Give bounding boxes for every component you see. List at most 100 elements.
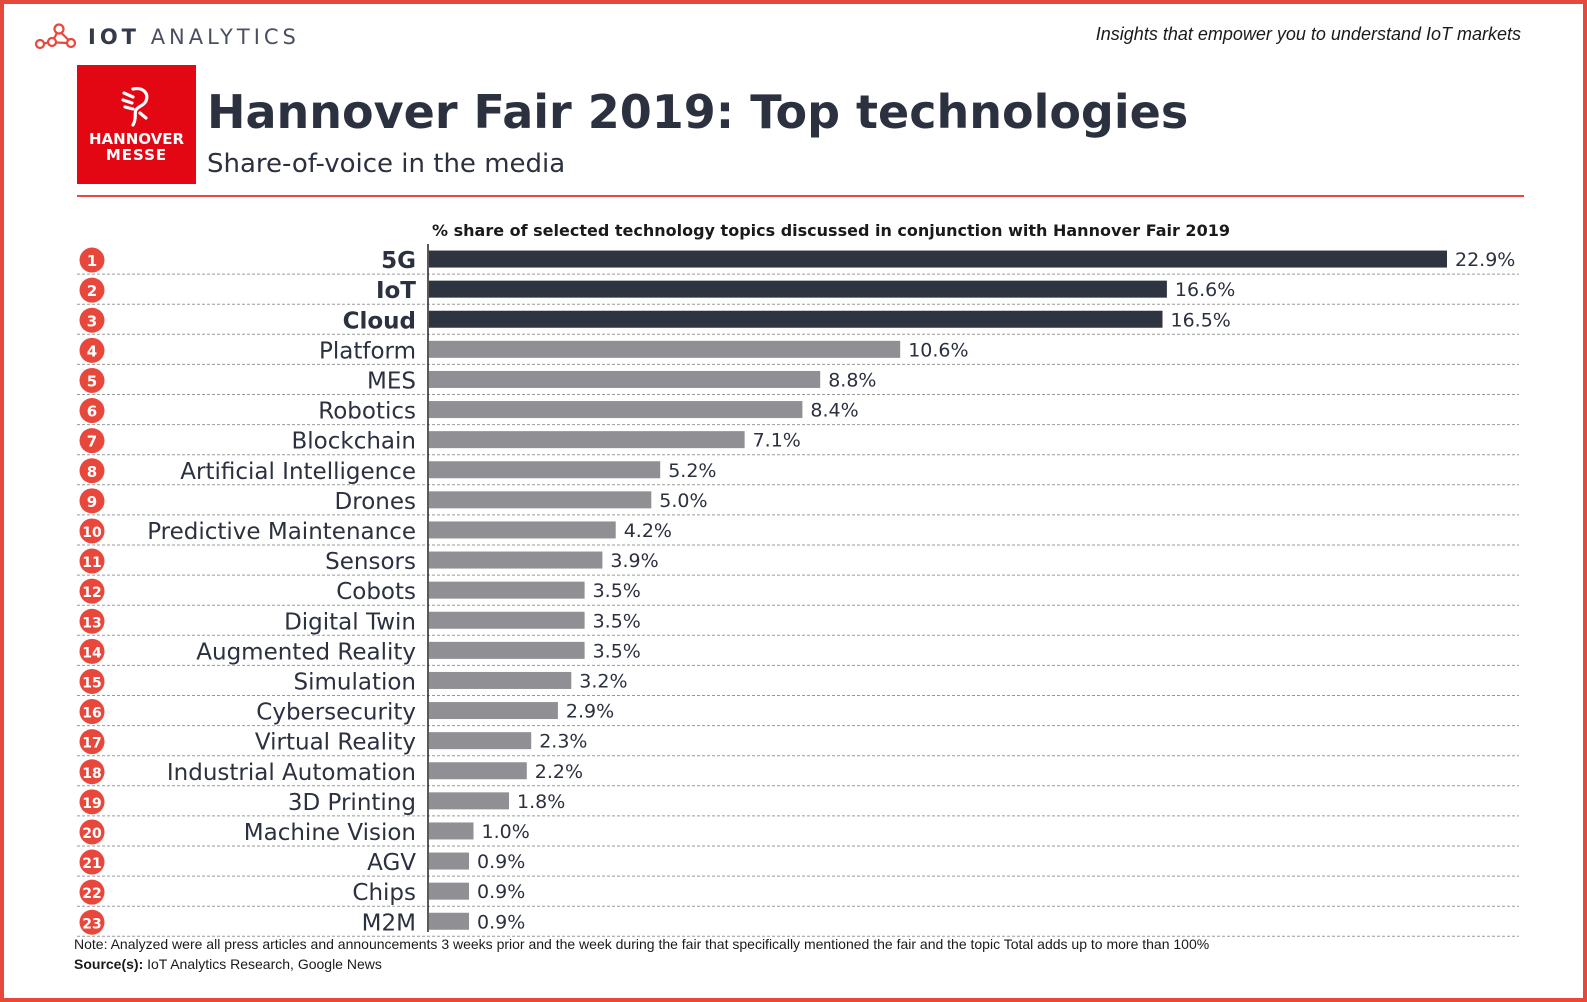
bar — [429, 671, 572, 689]
rank-number: 17 — [82, 736, 101, 752]
bar — [429, 581, 585, 599]
page-subtitle: Share-of-voice in the media — [207, 149, 566, 179]
rank-number: 23 — [82, 916, 101, 932]
bar — [429, 702, 558, 720]
rank-badge — [79, 337, 105, 363]
value-label: 2.9% — [566, 701, 614, 723]
bar-row: 6 Robotics 8.4% — [77, 398, 1519, 426]
rank-badge — [79, 819, 105, 845]
value-label: 4.2% — [624, 520, 672, 542]
rank-number: 1 — [87, 252, 97, 270]
source-label: Source(s): — [74, 956, 144, 972]
bar-row: 20 Machine Vision 1.0% — [77, 819, 1519, 847]
rank-badge — [79, 247, 105, 273]
rank-number: 11 — [82, 555, 101, 571]
category-label: Augmented Reality — [196, 639, 416, 665]
bar — [429, 370, 821, 388]
rank-number: 15 — [82, 675, 101, 691]
bar — [429, 461, 661, 479]
bar-row: 14 Augmented Reality 3.5% — [77, 638, 1519, 666]
chart-title: % share of selected technology topics di… — [432, 221, 1230, 240]
network-nodes-icon — [34, 23, 77, 50]
brand-bold-text: IOT — [88, 25, 140, 49]
rank-badge — [79, 849, 105, 875]
rank-number: 5 — [87, 372, 97, 390]
value-label: 5.2% — [668, 460, 716, 482]
brand-wordmark: IOT ANALYTICS — [88, 25, 300, 49]
rank-number: 6 — [87, 403, 97, 421]
rank-badge — [79, 789, 105, 815]
bar — [429, 611, 585, 629]
rank-badge — [79, 307, 105, 333]
source-text: IoT Analytics Research, Google News — [143, 956, 382, 972]
bar — [429, 250, 1447, 268]
bar-row: 18 Industrial Automation 2.2% — [77, 759, 1519, 787]
bar — [429, 401, 803, 419]
category-label: Chips — [352, 880, 416, 906]
category-label: MES — [367, 368, 416, 394]
category-label: Digital Twin — [284, 609, 416, 635]
value-label: 22.9% — [1455, 249, 1515, 271]
page-title: Hannover Fair 2019: Top technologies — [207, 85, 1189, 139]
bar-row: 4 Platform 10.6% — [77, 337, 1519, 365]
bar-row: 21 AGV 0.9% — [77, 849, 1519, 877]
category-label: Blockchain — [292, 429, 417, 455]
bar-row: 16 Cybersecurity 2.9% — [77, 699, 1519, 727]
bar-row: 15 Simulation 3.2% — [77, 668, 1519, 696]
bar — [429, 310, 1163, 328]
logo-line-1: HANNOVER — [88, 130, 185, 148]
category-label: Simulation — [293, 669, 416, 695]
bar-row: 2 IoT 16.6% — [77, 277, 1519, 305]
bar-row: 3 Cloud 16.5% — [77, 307, 1519, 335]
value-label: 8.8% — [828, 369, 876, 391]
bar-row: 13 Digital Twin 3.5% — [77, 608, 1519, 636]
category-label: Drones — [335, 489, 416, 515]
category-label: Sensors — [325, 549, 416, 575]
rank-badge — [79, 759, 105, 785]
bar-row: 10 Predictive Maintenance 4.2% — [77, 518, 1519, 546]
bar-row: 12 Cobots 3.5% — [77, 578, 1519, 606]
bar-row: 17 Virtual Reality 2.3% — [77, 729, 1519, 757]
bar — [429, 792, 509, 810]
rank-badge — [79, 277, 105, 303]
category-label: Predictive Maintenance — [147, 519, 416, 545]
rank-number: 22 — [82, 886, 101, 902]
category-label: 3D Printing — [288, 790, 416, 816]
bar — [429, 280, 1167, 298]
bar — [429, 912, 469, 930]
value-label: 10.6% — [908, 339, 968, 361]
rank-number: 16 — [82, 706, 101, 722]
value-label: 0.9% — [477, 881, 525, 903]
tagline: Insights that empower you to understand … — [1095, 24, 1521, 44]
category-label: Industrial Automation — [167, 760, 416, 786]
bar — [429, 762, 527, 780]
rank-badge — [79, 699, 105, 725]
iot-analytics-logo: IOT ANALYTICS — [34, 20, 300, 54]
value-label: 5.0% — [659, 490, 707, 512]
category-label: IoT — [376, 278, 416, 304]
rank-number: 10 — [82, 525, 102, 541]
value-label: 2.3% — [539, 731, 587, 753]
bar — [429, 882, 469, 900]
rank-number: 2 — [87, 282, 97, 300]
bar — [429, 521, 616, 539]
rank-number: 13 — [82, 615, 101, 631]
value-label: 3.5% — [593, 610, 641, 632]
rank-number: 9 — [87, 493, 97, 511]
category-label: Cybersecurity — [256, 700, 416, 726]
bar — [429, 491, 652, 509]
rank-badge — [79, 578, 105, 604]
bar — [429, 822, 474, 840]
category-label: Cloud — [343, 308, 416, 334]
rank-badge — [79, 548, 105, 574]
value-label: 7.1% — [753, 430, 801, 452]
value-label: 3.2% — [579, 670, 627, 692]
bar-row: 8 Artificial Intelligence 5.2% — [77, 458, 1519, 486]
value-label: 1.0% — [482, 821, 530, 843]
hermes-head-icon — [121, 87, 149, 127]
footnote: Note: Analyzed were all press articles a… — [74, 936, 1210, 952]
category-label: AGV — [367, 850, 416, 876]
rank-badge — [79, 428, 105, 454]
category-label: Cobots — [336, 579, 416, 605]
